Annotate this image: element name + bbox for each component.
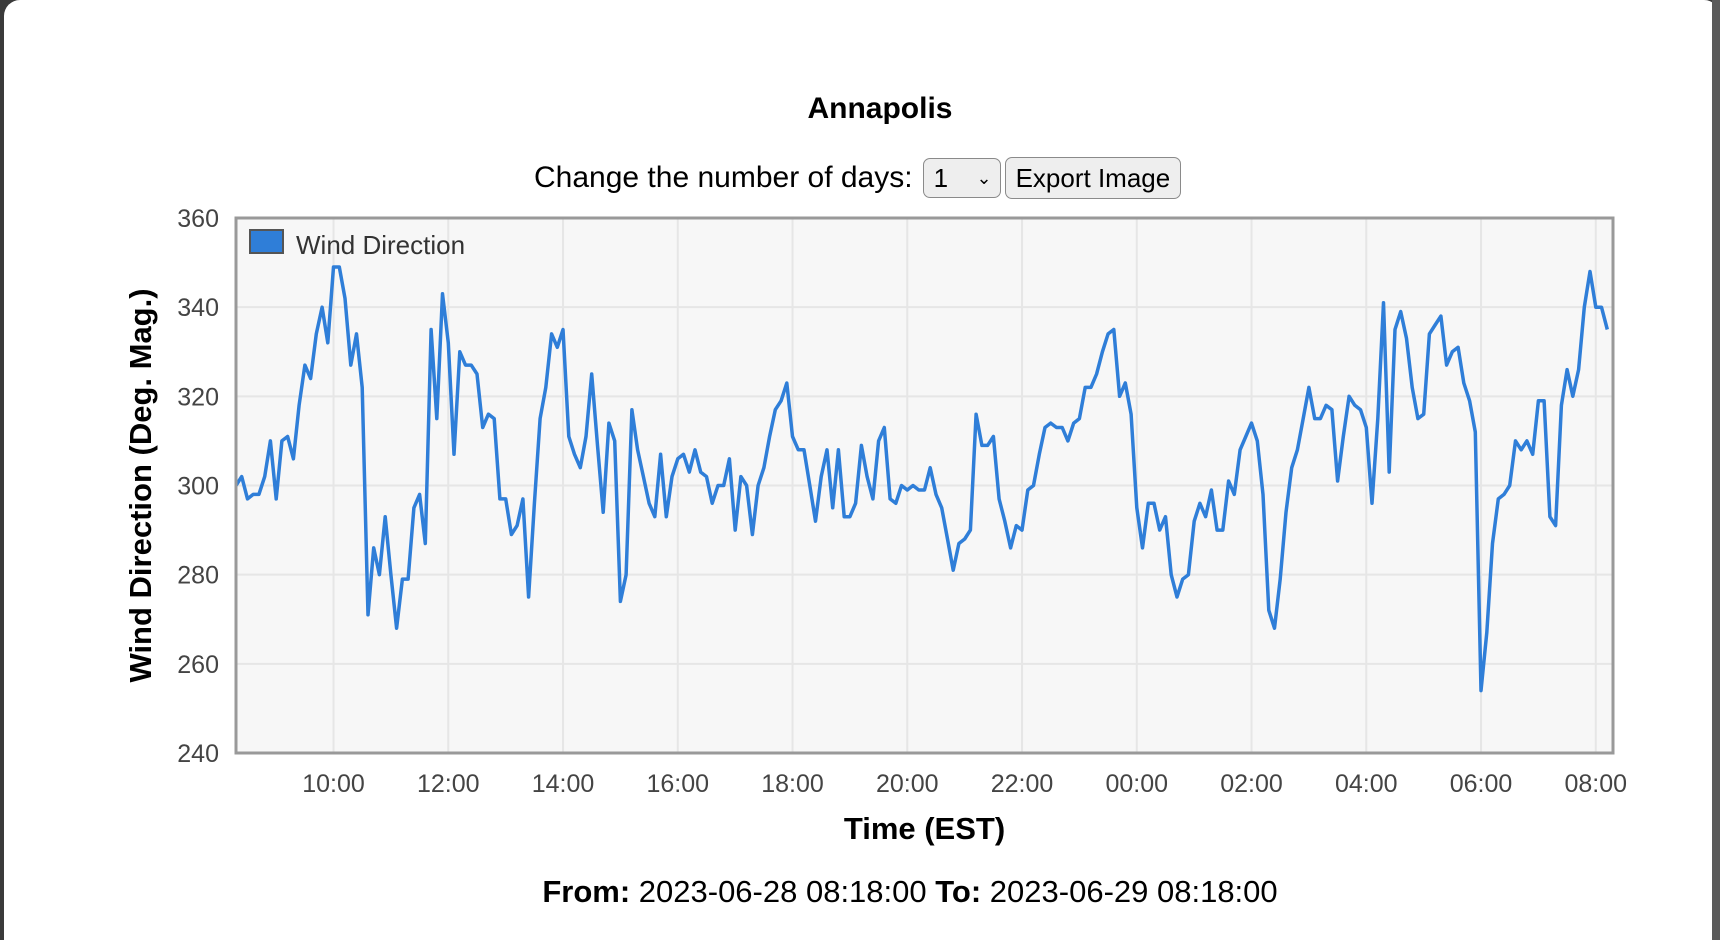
chart-modal: Annapolis Change the number of days: 1 ⌄… xyxy=(4,0,1720,940)
x-axis-title: Time (EST) xyxy=(844,811,1005,846)
chart-title: Annapolis xyxy=(807,92,953,125)
y-tick-label: 320 xyxy=(177,383,219,411)
x-tick-label: 02:00 xyxy=(1220,770,1283,798)
y-tick-label: 340 xyxy=(177,294,219,322)
series-line-wind-direction xyxy=(234,265,1609,693)
from-value: 2023-06-28 08:18:00 xyxy=(638,874,927,909)
legend-label: Wind Direction xyxy=(296,230,465,260)
x-tick-label: 06:00 xyxy=(1450,770,1513,798)
y-tick-label: 360 xyxy=(177,205,219,233)
x-tick-label: 14:00 xyxy=(532,770,595,798)
legend-swatch xyxy=(249,229,284,254)
x-tick-label: 18:00 xyxy=(761,770,824,798)
window-edge xyxy=(1712,0,1720,940)
chevron-down-icon: ⌄ xyxy=(976,167,992,188)
x-tick-label: 12:00 xyxy=(417,770,480,798)
wind-direction-chart: 240 260 280 300 320 340 360 10:00 12:00 14:00 16:0… xyxy=(123,205,1628,846)
days-select-value: 1 xyxy=(933,162,949,193)
x-tick-label: 00:00 xyxy=(1106,770,1169,798)
to-value: 2023-06-29 08:18:00 xyxy=(989,874,1278,909)
x-tick-label: 04:00 xyxy=(1335,770,1398,798)
controls-bar: Change the number of days: 1 ⌄ Export Im… xyxy=(534,157,1182,199)
y-axis-title: Wind Direction (Deg. Mag.) xyxy=(123,288,158,682)
y-tick-label: 300 xyxy=(177,473,219,501)
x-tick-label: 16:00 xyxy=(647,770,710,798)
y-tick-label: 240 xyxy=(177,740,219,768)
to-label: To: xyxy=(935,874,982,909)
date-range: From: 2023-06-28 08:18:00 To: 2023-06-29… xyxy=(4,874,1720,910)
y-tick-label: 260 xyxy=(177,651,219,679)
plot-border xyxy=(234,216,1615,755)
x-tick-label: 20:00 xyxy=(876,770,939,798)
x-tick-label: 08:00 xyxy=(1565,770,1628,798)
x-tick-label: 10:00 xyxy=(302,770,365,798)
from-label: From: xyxy=(542,874,631,909)
days-select[interactable]: 1 ⌄ xyxy=(922,158,1001,198)
y-tick-label: 280 xyxy=(177,562,219,590)
days-label: Change the number of days: xyxy=(534,161,913,194)
x-tick-label: 22:00 xyxy=(991,770,1054,798)
export-image-button[interactable]: Export Image xyxy=(1004,157,1182,199)
